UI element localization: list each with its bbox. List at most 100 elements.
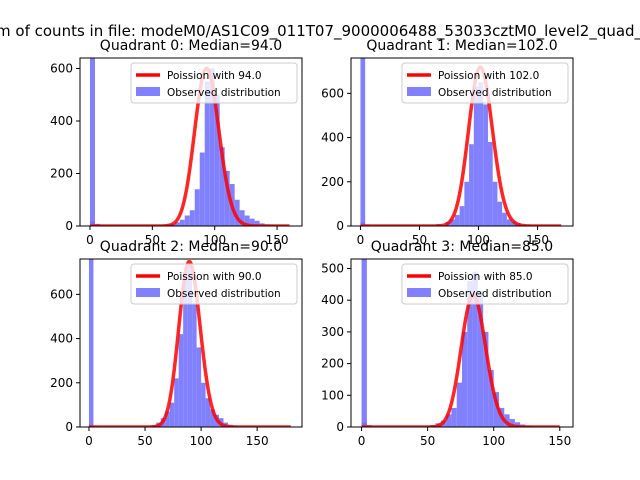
y-tick-label: 100 xyxy=(321,388,344,402)
histogram-bar xyxy=(451,407,457,427)
quadrant-3-panel: 0 50 100 150 0 100 200 300 400 500 Quadrant 3: Med… xyxy=(321,239,574,448)
histogram-bar xyxy=(467,281,473,427)
histogram-bar xyxy=(179,219,185,226)
histogram-bar xyxy=(210,409,215,427)
histogram-bar xyxy=(234,199,240,226)
quadrant-title: Quadrant 1: Median=102.0 xyxy=(366,38,557,54)
histogram-bar xyxy=(244,215,250,226)
histogram-bar xyxy=(506,219,512,226)
legend-poisson-label: Poission with 90.0 xyxy=(167,271,262,283)
histogram-bar xyxy=(492,181,498,226)
axes-frame xyxy=(79,57,303,227)
x-tick-label: 50 xyxy=(412,233,427,247)
legend-observed-label: Observed distribution xyxy=(438,288,552,300)
histogram-bar xyxy=(169,402,175,427)
legend-box xyxy=(401,62,569,104)
legend: Poission with 94.0 Observed distribution xyxy=(130,62,298,104)
x-tick-label: 100 xyxy=(190,434,213,448)
x-tick-label: 0 xyxy=(358,434,366,448)
histogram-bar xyxy=(165,411,170,427)
x-tick-label: 150 xyxy=(246,434,269,448)
legend-observed-swatch xyxy=(407,288,431,297)
x-tick-label: 100 xyxy=(482,434,505,448)
y-tick-label: 0 xyxy=(65,420,73,434)
legend-observed-swatch xyxy=(407,87,431,96)
axes-frame xyxy=(79,258,303,428)
histogram-bar xyxy=(360,58,366,226)
histogram-bar xyxy=(89,58,95,226)
legend: Poission with 102.0 Observed distribution xyxy=(401,62,569,104)
histogram-bar xyxy=(199,152,205,226)
histogram-bar xyxy=(183,272,188,427)
y-tick-label: 200 xyxy=(321,175,344,189)
histogram-bar xyxy=(462,331,468,427)
y-tick-label: 200 xyxy=(50,376,73,390)
histogram-bar xyxy=(192,303,197,427)
x-tick-label: 50 xyxy=(145,233,160,247)
x-tick-label: 50 xyxy=(420,434,435,448)
histogram-bar xyxy=(88,259,94,427)
histogram-bar xyxy=(254,220,260,226)
y-tick-label: 200 xyxy=(50,167,73,181)
histogram-bar xyxy=(472,271,478,427)
histogram-bar xyxy=(205,398,211,427)
y-tick-label: 400 xyxy=(321,293,344,307)
x-tick-label: 50 xyxy=(137,434,152,448)
histogram-bar xyxy=(483,331,489,427)
histogram-bar xyxy=(214,94,220,226)
x-tick-label: 0 xyxy=(357,233,365,247)
histogram-bar xyxy=(194,189,200,226)
histogram-bar xyxy=(473,86,479,226)
y-tick-label: 600 xyxy=(50,62,73,76)
legend-box xyxy=(130,263,298,305)
histogram-bar xyxy=(174,222,180,226)
quadrant-0-panel: 0 50 100 150 0 200 400 600 Quadrant 0: Median=94… xyxy=(50,38,303,247)
figure-suptitle: Histogram of counts in file: modeM0/AS1C… xyxy=(0,22,640,41)
y-tick-label: 0 xyxy=(336,219,344,233)
poisson-curve xyxy=(88,259,292,427)
y-tick-label: 400 xyxy=(50,114,73,128)
histogram-bar xyxy=(361,422,367,427)
y-tick-label: 600 xyxy=(50,287,73,301)
quadrant-title: Quadrant 0: Median=94.0 xyxy=(100,38,282,54)
histogram-bar xyxy=(456,382,462,427)
x-tick-label: 100 xyxy=(467,233,490,247)
axes-frame xyxy=(350,57,574,227)
x-tick-label: 100 xyxy=(203,233,226,247)
histogram-bar xyxy=(196,347,202,427)
histogram-bar xyxy=(478,82,484,226)
histogram-bar xyxy=(239,210,245,226)
histogram-bar xyxy=(487,142,493,226)
legend: Poission with 90.0 Observed distribution xyxy=(130,263,298,305)
histogram-bar xyxy=(509,419,515,427)
x-tick-label: 150 xyxy=(526,233,549,247)
histogram-bar xyxy=(488,369,494,427)
x-tick-label: 0 xyxy=(85,434,93,448)
histogram-bar xyxy=(174,378,179,427)
quadrant-2-panel: 0 50 100 150 0 200 400 600 Quadrant 2: Median=90… xyxy=(50,239,303,448)
plot-area xyxy=(88,259,292,427)
legend-observed-label: Observed distribution xyxy=(167,288,281,300)
histogram-bar xyxy=(204,81,210,226)
x-tick-label: 0 xyxy=(86,233,94,247)
x-tick-label: 150 xyxy=(548,434,571,448)
quadrant-title: Quadrant 2: Median=90.0 xyxy=(100,239,282,255)
legend-observed-label: Observed distribution xyxy=(167,87,281,99)
legend-observed-label: Observed distribution xyxy=(438,87,552,99)
histogram-bar xyxy=(89,221,95,226)
quadrant-title: Quadrant 3: Median=85.0 xyxy=(371,239,553,255)
histogram-bar xyxy=(483,104,488,226)
histogram-bar xyxy=(219,147,225,226)
histogram-bar xyxy=(178,334,184,427)
axes-frame xyxy=(350,258,574,428)
y-tick-label: 400 xyxy=(321,131,344,145)
legend-observed-swatch xyxy=(136,288,160,297)
histogram-bar xyxy=(361,259,367,427)
y-tick-label: 0 xyxy=(336,420,344,434)
legend-box xyxy=(401,263,569,305)
y-tick-label: 200 xyxy=(321,357,344,371)
y-tick-label: 500 xyxy=(321,262,344,276)
legend-poisson-label: Poission with 102.0 xyxy=(438,70,539,82)
histogram-bar xyxy=(497,201,503,226)
